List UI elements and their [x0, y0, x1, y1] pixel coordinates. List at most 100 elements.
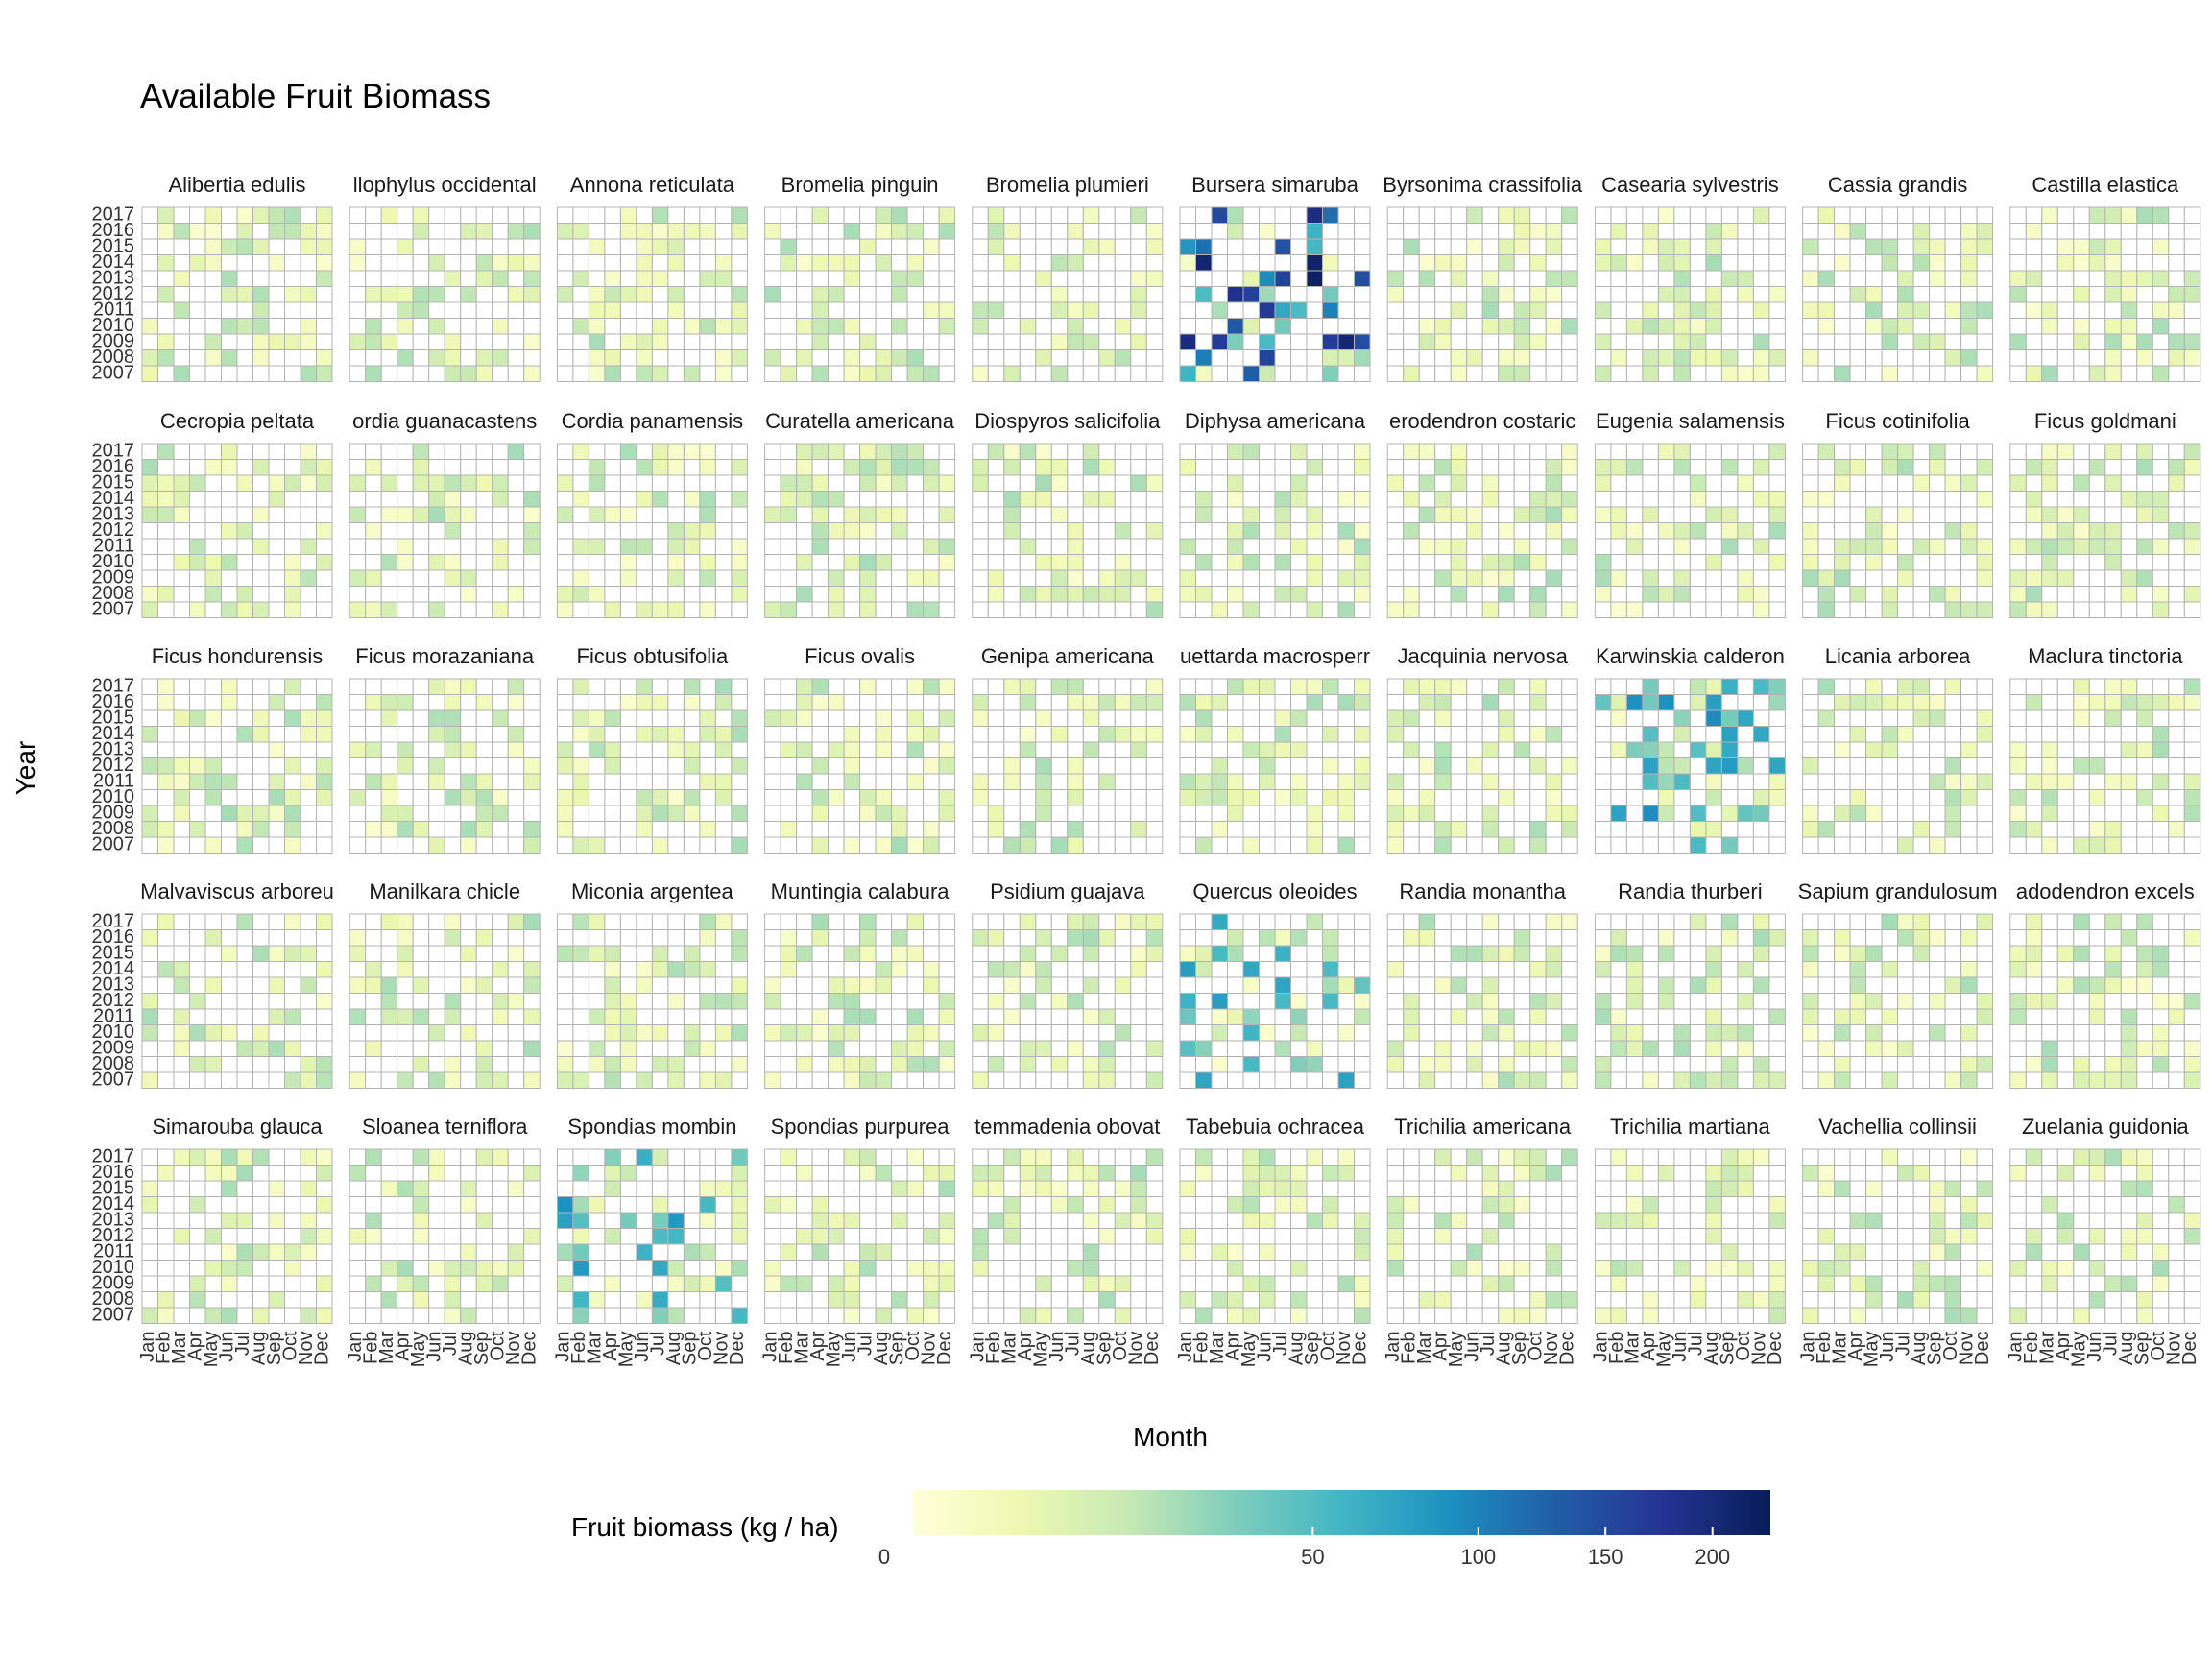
heatmap-cell: [2041, 726, 2058, 743]
facet-title: Ficus goldmani: [2034, 409, 2176, 433]
heatmap-cell: [1513, 506, 1531, 523]
heatmap-cell: [2183, 522, 2201, 540]
heatmap-cell: [1849, 789, 1867, 806]
heatmap-cell: [492, 1024, 509, 1042]
heatmap-cell: [523, 1071, 541, 1089]
heatmap-cell: [1513, 1040, 1531, 1057]
heatmap-cell: [683, 757, 701, 775]
heatmap-cell: [764, 506, 781, 523]
heatmap-cell: [284, 554, 301, 571]
heatmap-cell: [252, 365, 270, 382]
heatmap-cell: [667, 1071, 685, 1089]
heatmap-cell: [2104, 474, 2122, 492]
heatmap-cell: [380, 836, 398, 854]
heatmap-cell: [1768, 223, 1786, 240]
heatmap-cell: [1003, 365, 1021, 382]
heatmap-cell: [1561, 1008, 1578, 1025]
heatmap-cell: [1865, 554, 1883, 571]
heatmap-cell: [1386, 206, 1405, 224]
heatmap-cell: [731, 836, 748, 854]
heatmap-cell: [1179, 491, 1196, 508]
heatmap-cell: [300, 709, 317, 727]
heatmap-cell: [1689, 694, 1707, 711]
heatmap-cell: [1403, 945, 1420, 962]
heatmap-cell: [1259, 961, 1276, 978]
heatmap-cell: [906, 349, 925, 367]
heatmap-cell: [1834, 333, 1851, 350]
heatmap-cell: [1944, 318, 1962, 335]
heatmap-cell: [1498, 349, 1515, 367]
heatmap-cell: [556, 206, 574, 224]
heatmap-cell: [1019, 318, 1037, 335]
heatmap-cell: [731, 333, 748, 350]
heatmap-cell: [1689, 554, 1707, 571]
heatmap-cell: [2025, 726, 2043, 743]
heatmap-cell: [1881, 459, 1899, 476]
heatmap-cell: [1545, 506, 1563, 523]
heatmap-cell: [1337, 741, 1355, 758]
heatmap-cell: [365, 554, 382, 571]
heatmap-cell: [428, 365, 445, 382]
heatmap-cell: [1642, 709, 1659, 727]
heatmap-cell: [1403, 1008, 1420, 1025]
heatmap-cell: [397, 538, 414, 555]
heatmap-cell: [859, 1024, 877, 1042]
heatmap-cell: [636, 522, 653, 540]
heatmap-cell: [1179, 301, 1196, 319]
heatmap-cell: [1434, 709, 1452, 727]
heatmap-cell: [1082, 443, 1100, 460]
heatmap-cell: [1019, 238, 1037, 255]
heatmap-cell: [1003, 301, 1021, 319]
heatmap-cell: [1897, 223, 1914, 240]
heatmap-cell: [1082, 1008, 1100, 1025]
heatmap-cell: [714, 976, 733, 994]
heatmap-cell: [859, 491, 877, 508]
heatmap-cell: [604, 601, 621, 618]
heatmap-cell: [2056, 709, 2075, 727]
heatmap-cell: [2120, 270, 2138, 287]
heatmap-cell: [1322, 836, 1339, 854]
heatmap-cell: [604, 694, 621, 711]
heatmap-cell: [2056, 601, 2075, 618]
facet-title: Alibertia edulis: [168, 173, 305, 197]
heatmap-cell: [2152, 349, 2170, 367]
heatmap-cell: [2104, 773, 2122, 790]
heatmap-cell: [828, 474, 845, 492]
heatmap-cell: [1195, 522, 1213, 540]
heatmap-cell: [1466, 554, 1483, 571]
heatmap-cell: [683, 1024, 701, 1042]
heatmap-cell: [2136, 726, 2153, 743]
heatmap-cell: [875, 443, 893, 460]
heatmap-cell: [1274, 554, 1291, 571]
heatmap-cell: [189, 726, 206, 743]
heatmap-cell: [1498, 976, 1515, 994]
heatmap-cell: [891, 318, 908, 335]
heatmap-cell: [365, 1056, 382, 1073]
heatmap-cell: [1720, 678, 1739, 695]
heatmap-cell: [1403, 961, 1420, 978]
heatmap-cell: [1019, 601, 1037, 618]
heatmap-cell: [1960, 821, 1978, 838]
heatmap-cell: [828, 726, 845, 743]
heatmap-cell: [556, 554, 574, 571]
heatmap-cell: [1434, 757, 1452, 775]
heatmap-cell: [1050, 333, 1069, 350]
heatmap-cell: [460, 270, 477, 287]
heatmap-cell: [1673, 286, 1691, 303]
heatmap-cell: [636, 741, 653, 758]
heatmap-cell: [1386, 976, 1405, 994]
heatmap-cell: [397, 929, 414, 947]
heatmap-cell: [1976, 206, 1994, 224]
heatmap-cell: [1481, 365, 1500, 382]
heatmap-cell: [1834, 726, 1851, 743]
heatmap-cell: [1705, 789, 1722, 806]
heatmap-cell: [987, 569, 1005, 587]
heatmap-cell: [906, 1040, 925, 1057]
heatmap-cell: [2152, 286, 2170, 303]
heatmap-cell: [1881, 805, 1899, 822]
heatmap-cell: [1752, 836, 1770, 854]
heatmap-cell: [1082, 709, 1100, 727]
heatmap-cell: [859, 474, 877, 492]
heatmap-cell: [444, 223, 462, 240]
heatmap-cell: [444, 286, 462, 303]
